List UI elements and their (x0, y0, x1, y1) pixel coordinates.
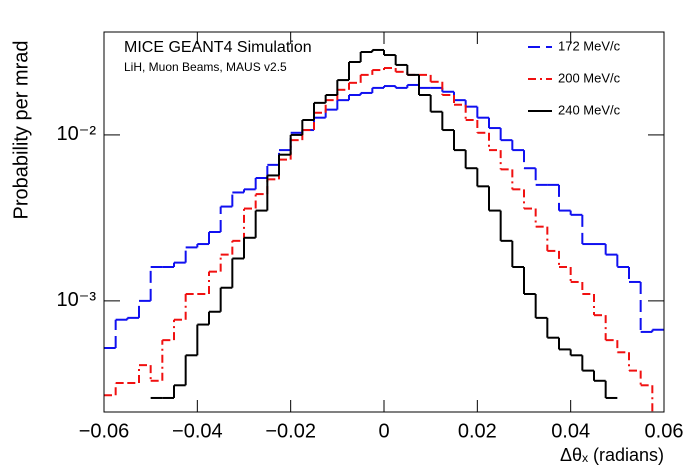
x-tick-label: 0.04 (551, 420, 590, 442)
x-tick-label: −0.04 (172, 420, 223, 442)
x-axis-label: Δθₓ (radians) (560, 445, 664, 465)
y-tick-label: 10⁻² (57, 123, 97, 145)
x-tick-label: 0.06 (645, 420, 684, 442)
x-tick-label: 0.02 (458, 420, 497, 442)
x-tick-label: −0.06 (79, 420, 130, 442)
y-tick-label: 10⁻³ (57, 289, 97, 311)
chart-title: MICE GEANT4 Simulation (124, 39, 312, 56)
legend-label: 240 MeV/c (558, 102, 621, 117)
legend-label: 200 MeV/c (558, 70, 621, 85)
y-axis-label: Probability per mrad (10, 41, 32, 220)
x-tick-label: 0 (378, 420, 389, 442)
chart-subtitle: LiH, Muon Beams, MAUS v2.5 (124, 60, 287, 74)
plot-area (104, 48, 664, 412)
legend-label: 172 MeV/c (558, 38, 621, 53)
x-tick-label: −0.02 (265, 420, 316, 442)
